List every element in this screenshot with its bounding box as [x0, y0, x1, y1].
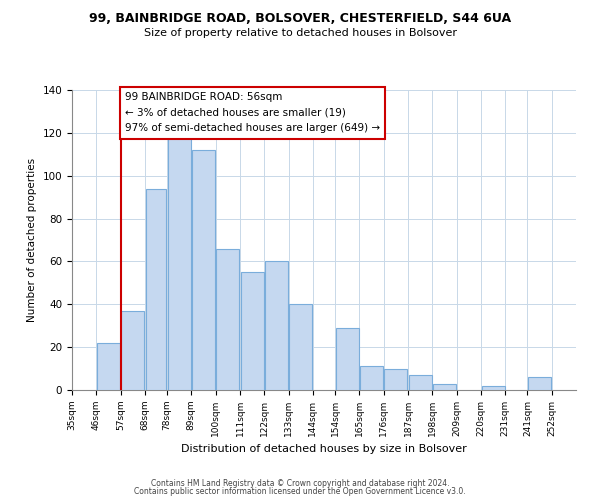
- Bar: [385, 368, 407, 390]
- Bar: [217, 248, 239, 390]
- Bar: [528, 377, 551, 390]
- Bar: [336, 328, 359, 390]
- Text: Size of property relative to detached houses in Bolsover: Size of property relative to detached ho…: [143, 28, 457, 38]
- Bar: [409, 375, 431, 390]
- Bar: [192, 150, 215, 390]
- Bar: [265, 262, 288, 390]
- Text: 99, BAINBRIDGE ROAD, BOLSOVER, CHESTERFIELD, S44 6UA: 99, BAINBRIDGE ROAD, BOLSOVER, CHESTERFI…: [89, 12, 511, 26]
- Text: 99 BAINBRIDGE ROAD: 56sqm
← 3% of detached houses are smaller (19)
97% of semi-d: 99 BAINBRIDGE ROAD: 56sqm ← 3% of detach…: [125, 92, 380, 134]
- Text: Contains public sector information licensed under the Open Government Licence v3: Contains public sector information licen…: [134, 487, 466, 496]
- Bar: [360, 366, 383, 390]
- Bar: [121, 310, 144, 390]
- Bar: [97, 343, 120, 390]
- Bar: [482, 386, 505, 390]
- Y-axis label: Number of detached properties: Number of detached properties: [27, 158, 37, 322]
- Bar: [146, 188, 166, 390]
- Bar: [289, 304, 312, 390]
- Text: Contains HM Land Registry data © Crown copyright and database right 2024.: Contains HM Land Registry data © Crown c…: [151, 478, 449, 488]
- Bar: [168, 137, 191, 390]
- Bar: [241, 272, 263, 390]
- X-axis label: Distribution of detached houses by size in Bolsover: Distribution of detached houses by size …: [181, 444, 467, 454]
- Bar: [433, 384, 456, 390]
